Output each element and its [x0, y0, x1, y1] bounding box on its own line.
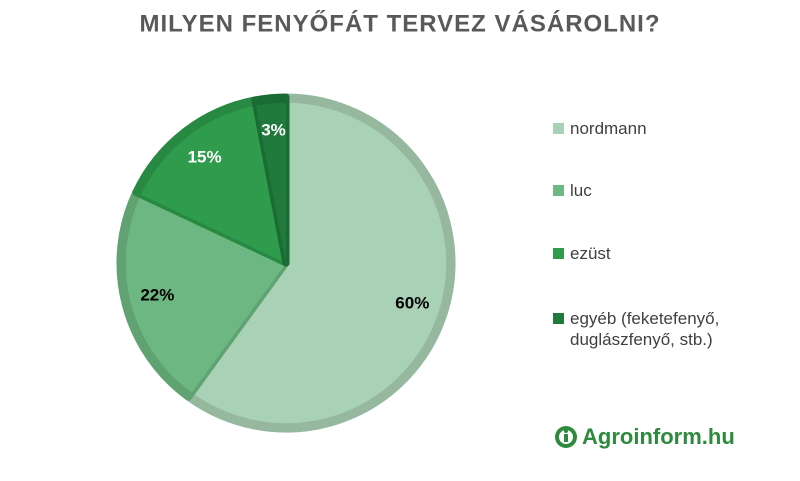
chart-title: MILYEN FENYŐFÁT TERVEZ VÁSÁROLNI? [139, 9, 660, 37]
legend-item: luc [553, 180, 793, 201]
legend-swatch [553, 248, 564, 259]
legend-label: egyéb (feketefenyő, duglászfenyő, stb.) [570, 309, 720, 349]
legend-label: ezüst [570, 244, 611, 263]
legend-label: luc [570, 181, 592, 200]
logo-icon [555, 426, 577, 448]
legend-swatch [553, 185, 564, 196]
pie-slice-inner [141, 105, 286, 263]
value-label: 60% [395, 294, 429, 313]
value-label: 22% [140, 286, 174, 305]
legend-item: ezüst [553, 243, 793, 264]
legend-item: egyéb (feketefenyő, duglászfenyő, stb.) [553, 308, 793, 350]
logo-text: Agroinform.hu [582, 424, 735, 449]
pie-slice-inner [191, 102, 447, 424]
legend-item: nordmann [553, 118, 793, 139]
value-label: 3% [261, 120, 286, 139]
pie-slice-inner [255, 102, 286, 263]
value-label: 15% [188, 148, 222, 167]
legend-label: nordmann [570, 119, 647, 138]
legend-swatch [553, 313, 564, 324]
legend-swatch [553, 123, 564, 134]
